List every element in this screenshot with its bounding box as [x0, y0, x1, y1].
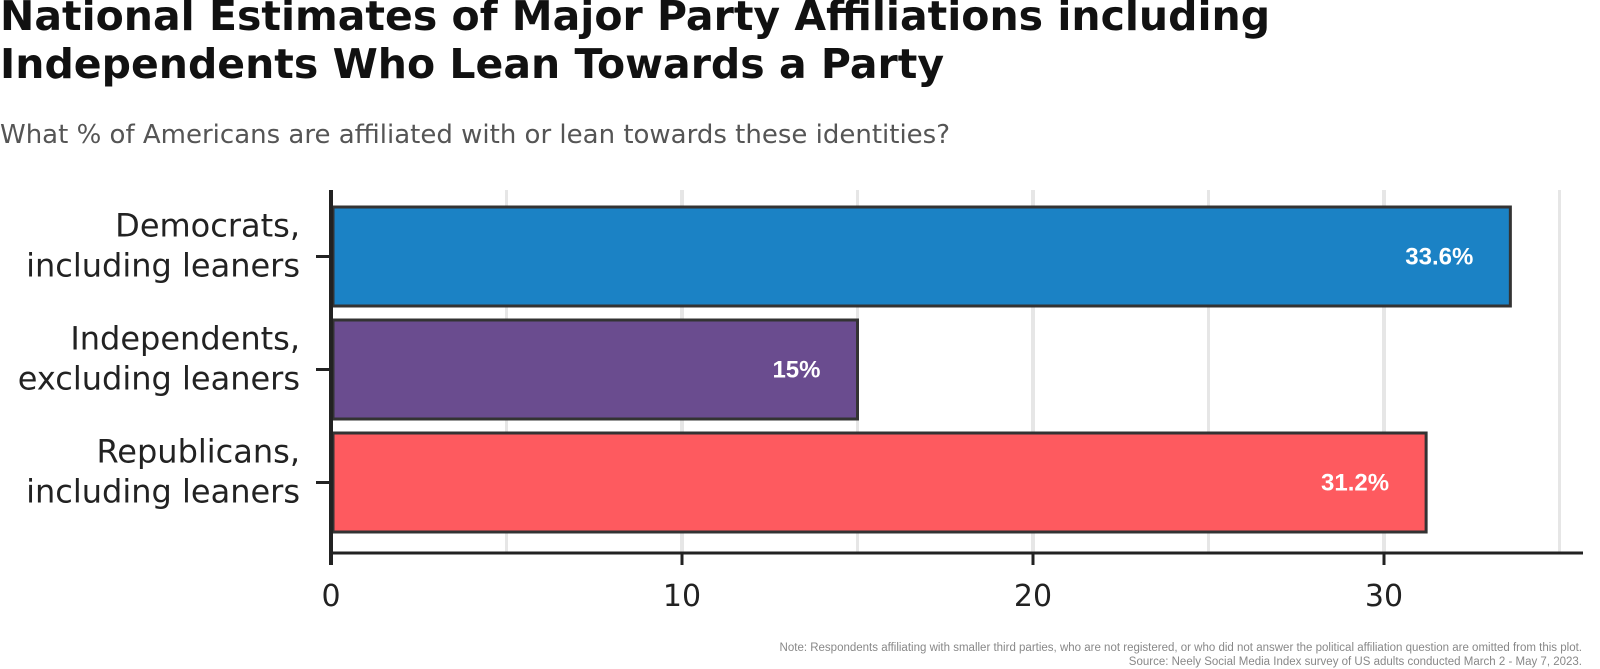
category-label-line: including leaners	[26, 473, 300, 511]
bar	[331, 205, 1512, 308]
chart-subtitle: What % of Americans are affiliated with …	[0, 120, 951, 150]
category-label: Republicans, including leaners	[26, 433, 300, 511]
category-label-line: Independents,	[70, 320, 300, 358]
x-tick-label: 20	[1014, 579, 1052, 614]
chart-title-line-1: National Estimates of Major Party Affili…	[0, 0, 1271, 40]
source-text: Source: Neely Social Media Index survey …	[1128, 656, 1582, 668]
bar-value-label: 31.2%	[1321, 470, 1389, 497]
x-tick-label: 0	[321, 579, 340, 614]
category-label: Independents, excluding leaners	[18, 320, 300, 398]
x-tick-label: 10	[663, 579, 701, 614]
chart-footnote: Note: Respondents affiliating with small…	[780, 641, 1582, 669]
chart-title: National Estimates of Major Party Affili…	[0, 0, 1560, 88]
category-label-line: Republicans,	[97, 433, 301, 471]
bar-value-label: 33.6%	[1405, 244, 1473, 271]
bar-value-label: 15%	[772, 357, 820, 384]
category-label: Democrats, including leaners	[26, 207, 300, 285]
category-label-line: including leaners	[26, 247, 300, 285]
category-label-line: excluding leaners	[18, 360, 300, 398]
x-tick-label: 30	[1365, 579, 1403, 614]
bar	[331, 431, 1428, 534]
note-text: Note: Respondents affiliating with small…	[779, 642, 1582, 654]
category-label-line: Democrats,	[115, 207, 300, 245]
chart-title-line-2: Independents Who Lean Towards a Party	[0, 40, 945, 88]
bar	[331, 318, 859, 421]
